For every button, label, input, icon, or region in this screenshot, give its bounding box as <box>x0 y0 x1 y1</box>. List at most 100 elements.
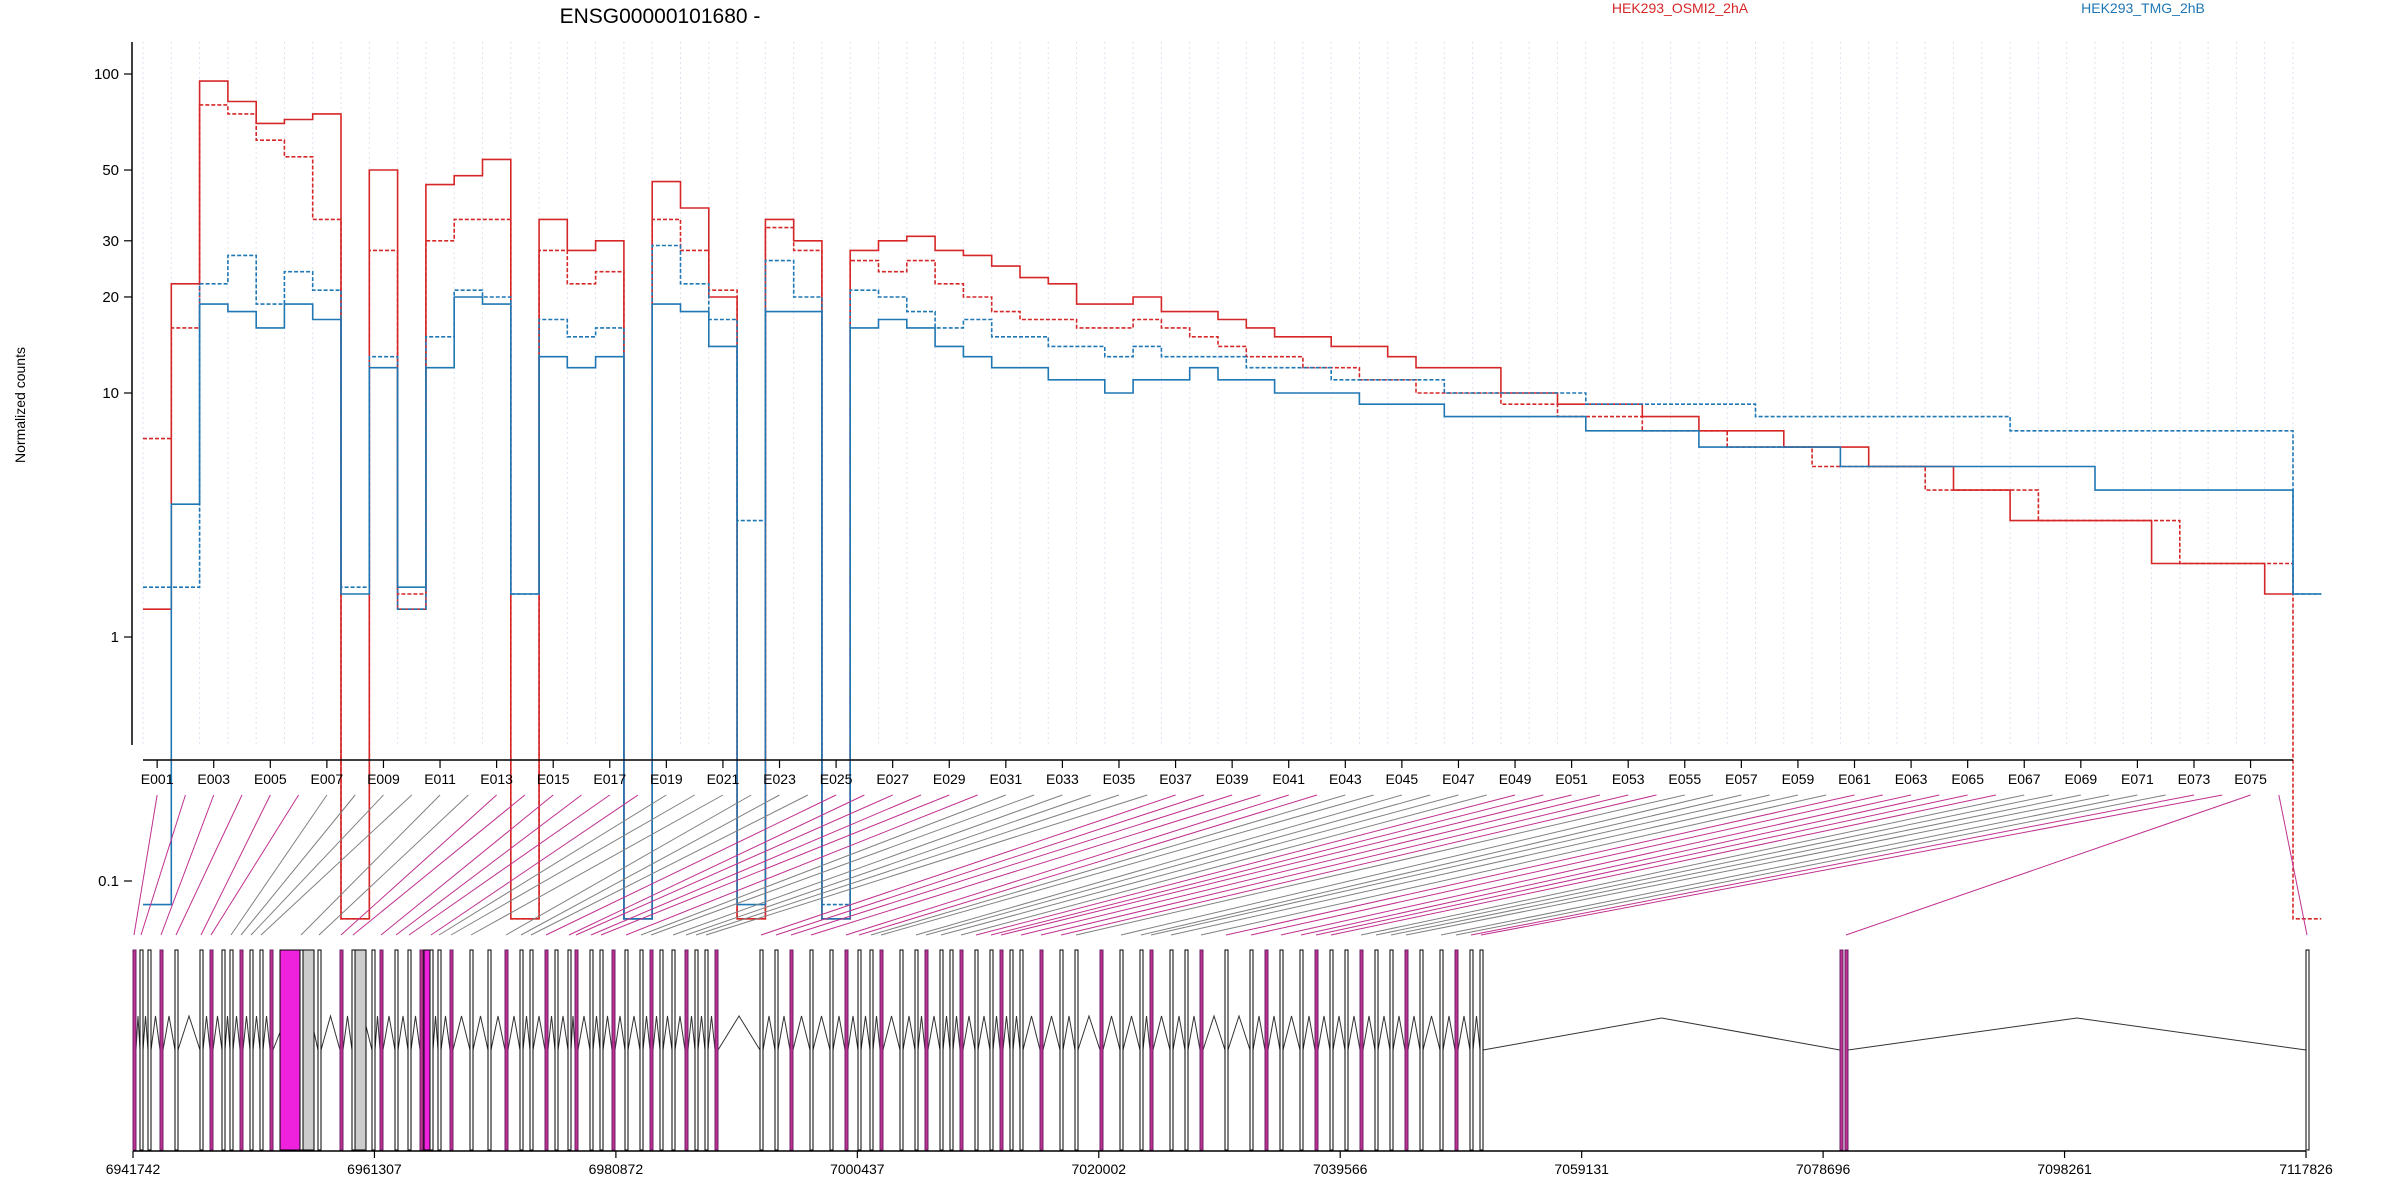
exon-block <box>1249 949 1254 1151</box>
x-tick-label: E065 <box>1951 771 1984 787</box>
intron-line <box>927 1015 941 1051</box>
exon-block <box>1119 949 1124 1151</box>
chart-title: ENSG00000101680 - <box>560 5 761 28</box>
exon-connector-lines <box>133 794 2308 936</box>
exon-block <box>1139 949 1144 1151</box>
exon-connector <box>430 794 639 936</box>
exon-block <box>1184 949 1189 1151</box>
intron-line <box>212 1015 223 1051</box>
intron-line <box>570 1015 576 1051</box>
exon-block <box>774 949 779 1151</box>
exon-connector <box>1330 794 1997 936</box>
intron-line <box>410 1015 421 1051</box>
intron-line <box>374 1015 381 1051</box>
x-tick-label: E005 <box>254 771 287 787</box>
exon-connector <box>470 794 724 936</box>
exon-block <box>1389 949 1394 1151</box>
intron-line <box>1317 1015 1331 1051</box>
exon-connector <box>1480 794 2223 936</box>
intron-line <box>557 1015 569 1051</box>
exon-connector <box>625 794 978 936</box>
exon-block <box>974 949 979 1151</box>
exon-connector <box>133 794 158 936</box>
exon-connector <box>505 794 752 936</box>
exon-connector <box>1040 794 1629 936</box>
exon-connector <box>318 794 469 936</box>
intron-line <box>674 1015 686 1051</box>
exon-block <box>1439 949 1444 1151</box>
intron-line <box>432 1015 439 1051</box>
exon-block <box>1419 949 1424 1151</box>
exon-block <box>544 949 549 1151</box>
exon-connector <box>230 794 328 936</box>
exon-connector <box>175 794 243 936</box>
genome-tick-label: 7117826 <box>2279 1161 2333 1177</box>
x-tick-label: E071 <box>2121 771 2154 787</box>
intron-line <box>812 1015 831 1051</box>
exon-block <box>574 949 579 1151</box>
intron-line <box>1362 1015 1376 1051</box>
exon-connector <box>575 794 893 936</box>
exon-connector <box>300 794 441 936</box>
x-tick-label: E043 <box>1329 771 1362 787</box>
exon-connector <box>240 794 356 936</box>
intron-line <box>652 1015 661 1051</box>
exon-connector <box>940 794 1459 936</box>
intron-line <box>1227 1014 1251 1051</box>
genome-coordinate-axis: 6941742 6961307 6980872 7000437 7020002 70395… <box>106 1150 2333 1177</box>
exon-connector <box>140 794 186 936</box>
exon-block <box>159 949 164 1151</box>
y-axis: 0.1 1 10 20 30 50 100 <box>94 42 133 890</box>
intron-line <box>262 1015 271 1051</box>
intron-line <box>882 1015 901 1051</box>
legend-entry-osmi2: HEK293_OSMI2_2hA <box>1612 0 1749 16</box>
intron-line <box>717 1015 761 1051</box>
exon-block <box>789 949 794 1151</box>
x-tick-label: E011 <box>424 771 456 787</box>
exon-block <box>529 949 534 1151</box>
exon-block <box>519 949 524 1151</box>
exon-block <box>1839 949 1844 1151</box>
intron-line <box>202 1015 211 1051</box>
exon-connector <box>870 794 1346 936</box>
exon-block <box>199 949 204 1151</box>
exon-block <box>394 949 399 1151</box>
exon-block <box>339 949 344 1151</box>
exon-connector <box>160 794 215 936</box>
intron-line <box>1442 1015 1456 1051</box>
exon-block <box>437 949 442 1151</box>
x-tick-label: E047 <box>1442 771 1475 787</box>
exon-connector <box>1455 794 2166 936</box>
x-tick-label: E027 <box>876 771 909 787</box>
exon-block <box>1039 949 1044 1151</box>
exon-block <box>659 949 664 1151</box>
exon-connector <box>1020 794 1601 936</box>
exon-block <box>1479 949 1484 1151</box>
exon-block <box>624 949 629 1151</box>
exon-block <box>1059 949 1064 1151</box>
intron-line <box>1332 1015 1346 1051</box>
exon-connector <box>380 794 554 936</box>
exon-block <box>1264 949 1269 1151</box>
intron-line <box>942 1015 951 1051</box>
x-tick-label: E037 <box>1159 771 1192 787</box>
exon-connector <box>1075 794 1685 936</box>
exon-block <box>1344 949 1349 1151</box>
exon-connector <box>1845 794 2251 936</box>
exon-block <box>259 949 264 1151</box>
exon-block <box>684 949 689 1151</box>
intron-line <box>1152 1015 1171 1051</box>
exon-connector <box>545 794 837 936</box>
y-tick-label: 100 <box>94 66 119 83</box>
exon-block <box>567 949 572 1151</box>
exon-block <box>221 949 226 1151</box>
exon-block <box>869 949 874 1151</box>
exon-block <box>209 949 214 1151</box>
exon-block <box>449 949 454 1151</box>
intron-line <box>1472 1015 1481 1051</box>
exon-connector <box>1150 794 1770 936</box>
exon-connector <box>672 794 1063 936</box>
intron-line <box>602 1015 613 1051</box>
exon-connector <box>530 794 809 936</box>
intron-line <box>1202 1014 1226 1051</box>
